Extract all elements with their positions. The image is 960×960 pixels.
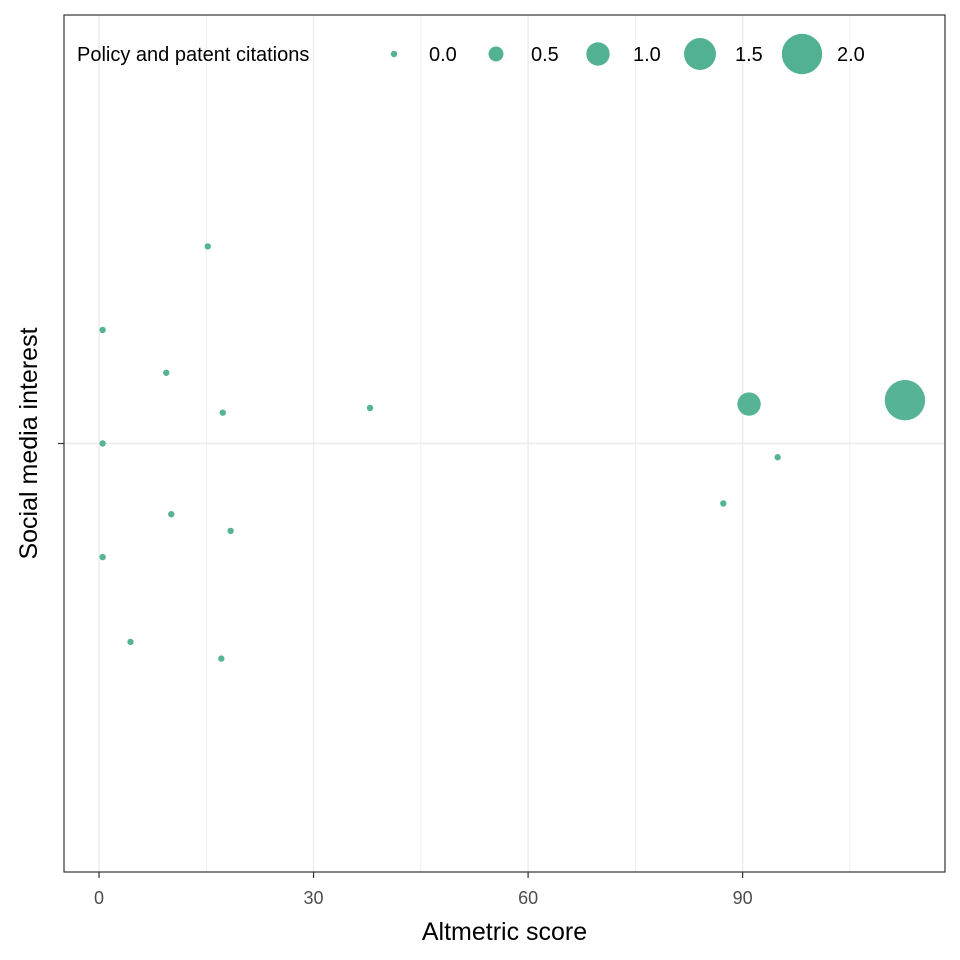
data-point (219, 409, 226, 416)
data-point (366, 404, 374, 412)
legend-label: 1.0 (633, 44, 661, 66)
legend-key (390, 50, 398, 58)
data-point (99, 553, 106, 561)
y-axis-title: Social media interest (15, 327, 43, 559)
data-point (127, 638, 134, 646)
data-point (168, 511, 175, 518)
data-point (227, 527, 234, 535)
legend-key (781, 33, 823, 75)
x-axis: 0 30 60 90 (94, 872, 753, 908)
data-point (774, 454, 781, 461)
data-point (163, 369, 170, 376)
legend-key (488, 46, 504, 62)
legend-label: 0.5 (531, 44, 559, 66)
size-legend: Policy and patent citations 0.0 0.5 1.0 1.5… (77, 33, 865, 75)
legend-label: 1.5 (735, 44, 763, 66)
x-tick-label: 30 (304, 888, 324, 908)
legend-title: Policy and patent citations (77, 44, 309, 66)
x-tick-label: 0 (94, 888, 104, 908)
legend-key (684, 38, 716, 70)
data-point (884, 380, 926, 421)
data-points (99, 243, 926, 662)
x-axis-title: Altmetric score (422, 918, 587, 946)
x-tick-label: 60 (518, 888, 538, 908)
data-point (99, 326, 106, 334)
data-point (218, 655, 225, 662)
data-point (737, 392, 761, 416)
legend-label: 0.0 (429, 44, 457, 66)
data-point (204, 243, 211, 250)
legend-key (586, 42, 610, 66)
data-point (720, 500, 727, 507)
legend-label: 2.0 (837, 44, 865, 66)
grid-lines (64, 15, 945, 872)
x-tick-label: 90 (733, 888, 753, 908)
data-point (99, 440, 106, 447)
